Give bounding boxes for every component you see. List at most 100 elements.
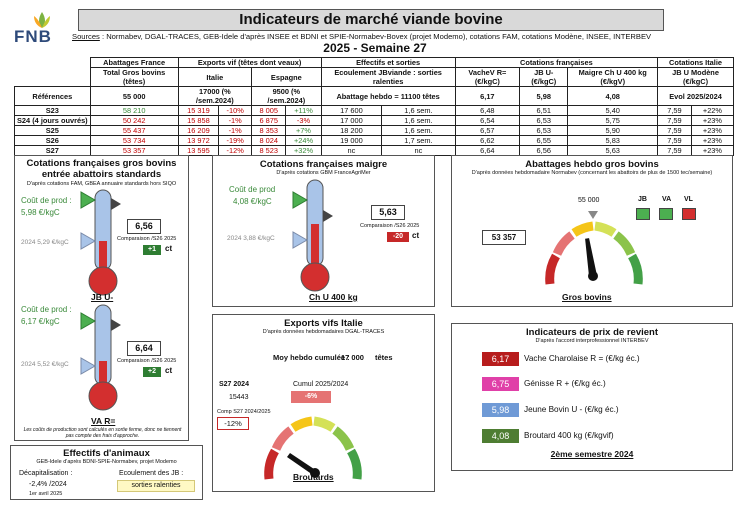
- cell-label: S23: [14, 105, 91, 116]
- jb-value: 6,56: [127, 219, 161, 234]
- panel-maigre: Cotations françaises maigre D'après cota…: [212, 155, 435, 307]
- ref-abattages: 55 000: [89, 86, 179, 106]
- cell-ef-v: 19 000: [320, 135, 383, 146]
- prix-vache-value: 6,17: [482, 352, 519, 366]
- cell-es-v: 8 024: [251, 135, 287, 146]
- exports-week-label: S27 2024: [219, 381, 249, 388]
- legend-jb-swatch: [636, 208, 650, 220]
- page-title: Indicateurs de marché viande bovine: [78, 9, 664, 31]
- panel-effectifs: Effectifs d'animaux GEB-Idele d'après BD…: [10, 445, 203, 500]
- group-exports: Exports vif (têtes dont veaux): [177, 57, 322, 68]
- panel-gros-bovins-title: Cotations françaises gros bovins entrée …: [26, 158, 177, 180]
- panel-exports-sub: D'après données hebdomadaires DGAL-TRACE…: [262, 329, 385, 335]
- cell-jb: 6,53: [519, 125, 569, 136]
- va-name: VA R=: [91, 416, 116, 426]
- jb-cout-label: Coût de prod :: [21, 196, 72, 205]
- cell-es-v: 8 353: [251, 125, 287, 136]
- cell-abattages: 50 242: [89, 115, 179, 126]
- panel-abattages: Abattages hebdo gros bovins D'après donn…: [451, 155, 733, 307]
- maigre-thermometer: [292, 179, 333, 292]
- legend-vl-swatch: [682, 208, 696, 220]
- cell-itc-v: 7,59: [657, 135, 692, 146]
- va-cout-label: Coût de prod :: [21, 305, 72, 314]
- va-unit: ct: [165, 366, 173, 375]
- exports-cumul-label: Cumul 2025/2024: [293, 381, 349, 388]
- effectifs-ecoul-label: Ecoulement des JB :: [119, 470, 184, 477]
- sources-line: Sources : Normabev, DGAL-TRACES, GEB-Ide…: [72, 32, 732, 41]
- col-effectifs: Ecoulement JBviande : sorties ralenties: [320, 67, 456, 87]
- va-delta: +2: [143, 367, 161, 377]
- cell-it-p: -12%: [218, 145, 253, 156]
- effectifs-ecoul-value: sorties ralenties: [117, 480, 195, 492]
- jb-thermometer: [80, 189, 121, 296]
- maigre-delta: -20: [387, 232, 409, 242]
- table-row: S26 53 734 13 972 -19% 8 024 +24% 19 000 1,7 se…: [14, 135, 735, 146]
- exports-name: Broutards: [293, 472, 334, 482]
- cell-ef-v: 17 000: [320, 115, 383, 126]
- cell-label: S24 (4 jours ouvrés): [14, 115, 91, 126]
- col-vache: VacheV R= (€/kgC): [454, 67, 521, 87]
- abattages-gauge: [545, 211, 643, 285]
- panel-prix: Indicateurs de prix de revient D'après l…: [451, 323, 733, 471]
- va-comparison: Comparaison /S26 2025: [117, 358, 177, 364]
- cell-jb: 6,51: [519, 105, 569, 116]
- cell-es-p: +24%: [285, 135, 322, 146]
- jb-comparison: Comparaison /S26 2025: [117, 236, 177, 242]
- cell-ef-s: 1,6 sem.: [381, 115, 456, 126]
- cell-it-v: 13 595: [177, 145, 220, 156]
- jb-ref: 2024 5,29 €/kgC: [21, 239, 69, 246]
- cell-ef-v: 18 200: [320, 125, 383, 136]
- ref-italie-cot: Evol 2025/2024: [657, 86, 734, 106]
- effectifs-decap-label: Décapitalisation :: [19, 470, 73, 477]
- prix-broutard-label: Broutard 400 kg (€/kgvif): [524, 431, 614, 440]
- exports-gauge: [264, 416, 362, 480]
- legend-va-swatch: [659, 208, 673, 220]
- panel-effectifs-sub: GEB-Idele d'après BDNI-SPIE-Normabev, pr…: [36, 459, 177, 465]
- cell-vache: 6,57: [454, 125, 521, 136]
- ref-vache: 6,17: [454, 86, 521, 106]
- col-jb: JB U- (€/kgC): [519, 67, 569, 87]
- cell-it-v: 15 319: [177, 105, 220, 116]
- maigre-comparison: Comparaison /S26 2025: [360, 223, 420, 229]
- cell-vache: 6,54: [454, 115, 521, 126]
- cell-itc-p: +23%: [690, 145, 735, 156]
- cell-it-v: 13 972: [177, 135, 220, 146]
- panel-exports-title: Exports vifs Italie: [284, 318, 363, 329]
- cell-ef-s: 1,6 sem.: [381, 125, 456, 136]
- panel-abattages-sub: D'après données hebdomadaire Normabev (c…: [471, 170, 713, 176]
- exports-comp-value: -12%: [217, 417, 249, 430]
- cell-jb: 6,53: [519, 115, 569, 126]
- week-label: 2025 - Semaine 27: [323, 41, 427, 55]
- maigre-cout-value: 4,08 €/kgC: [233, 197, 272, 206]
- cell-es-p: +7%: [285, 125, 322, 136]
- group-effectifs: Effectifs et sorties: [320, 57, 456, 68]
- jb-unit: ct: [165, 244, 173, 253]
- ref-maigre: 4,08: [567, 86, 659, 106]
- group-cotations-it: Cotations Italie: [657, 57, 734, 68]
- cell-itc-p: +23%: [690, 115, 735, 126]
- cell-es-p: +32%: [285, 145, 322, 156]
- ref-italie: 17000 (% /sem.2024): [177, 86, 253, 106]
- cell-ef-v: 17 600: [320, 105, 383, 116]
- col-italie: Italie: [177, 67, 253, 87]
- cell-it-p: -1%: [218, 115, 253, 126]
- table-row: S24 (4 jours ouvrés) 50 242 15 858 -1% 6 875…: [14, 115, 735, 126]
- effectifs-decap-value: -2,4% /2024: [29, 481, 67, 488]
- cell-maigre: 5,90: [567, 125, 659, 136]
- cell-abattages: 58 210: [89, 105, 179, 116]
- effectifs-date: 1er avril 2025: [29, 491, 63, 497]
- cell-it-v: 16 209: [177, 125, 220, 136]
- prix-vache-label: Vache Charolaise R = (€/kg éc.): [524, 354, 640, 363]
- exports-cumul-value: -6%: [291, 391, 331, 403]
- ref-effectifs: Abattage hebdo = 11100 têtes: [320, 86, 456, 106]
- panel-maigre-sub: D'après cotations GBM FranceAgriMer: [276, 170, 371, 176]
- cell-itc-v: 7,59: [657, 115, 692, 126]
- cell-it-p: -10%: [218, 105, 253, 116]
- cell-vache: 6,48: [454, 105, 521, 116]
- sources-label: Sources: [72, 32, 100, 41]
- cell-itc-v: 7,59: [657, 125, 692, 136]
- cell-it-p: -1%: [218, 125, 253, 136]
- exports-comp-label: Comp S27 2024/2025: [217, 409, 271, 415]
- jb-name: JB U-: [91, 292, 114, 302]
- cell-es-p: +11%: [285, 105, 322, 116]
